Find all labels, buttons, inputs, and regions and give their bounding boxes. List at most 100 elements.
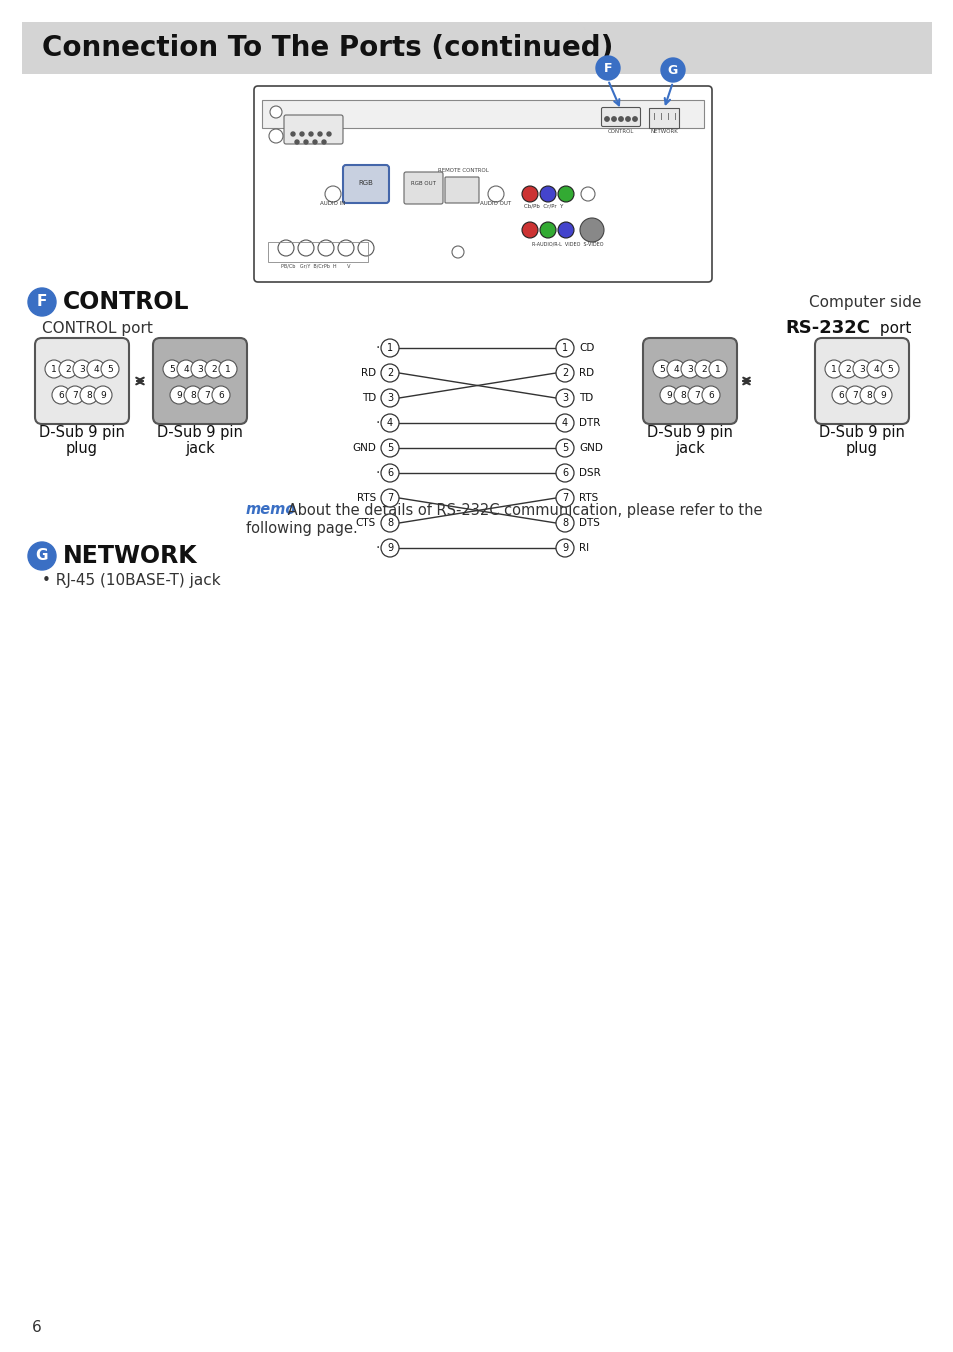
- Circle shape: [838, 360, 856, 379]
- Text: 5: 5: [169, 365, 174, 373]
- Circle shape: [880, 360, 898, 379]
- Circle shape: [558, 187, 574, 201]
- Text: 5: 5: [886, 365, 892, 373]
- Text: 3: 3: [686, 365, 692, 373]
- Text: 4: 4: [387, 418, 393, 429]
- Text: 2: 2: [65, 365, 71, 373]
- Circle shape: [556, 514, 574, 531]
- Circle shape: [873, 387, 891, 404]
- Text: 5: 5: [659, 365, 664, 373]
- Text: 4: 4: [561, 418, 567, 429]
- Text: AUDIO IN: AUDIO IN: [320, 201, 345, 206]
- Text: 9: 9: [880, 391, 885, 399]
- Circle shape: [270, 105, 282, 118]
- Text: port: port: [874, 320, 910, 335]
- Circle shape: [184, 387, 202, 404]
- Circle shape: [831, 387, 849, 404]
- Text: 6: 6: [838, 391, 843, 399]
- Circle shape: [558, 222, 574, 238]
- Circle shape: [673, 387, 691, 404]
- Circle shape: [291, 132, 294, 137]
- Text: 3: 3: [859, 365, 864, 373]
- Circle shape: [163, 360, 181, 379]
- Text: plug: plug: [66, 441, 98, 456]
- Text: 4: 4: [183, 365, 189, 373]
- Text: Connection To The Ports (continued): Connection To The Ports (continued): [42, 34, 613, 62]
- Circle shape: [170, 387, 188, 404]
- Text: ·: ·: [375, 416, 379, 430]
- Circle shape: [309, 132, 313, 137]
- Text: F: F: [37, 295, 47, 310]
- Text: About the details of RS-232C communication, please refer to the: About the details of RS-232C communicati…: [283, 503, 761, 518]
- FancyBboxPatch shape: [403, 172, 442, 204]
- Circle shape: [94, 387, 112, 404]
- Circle shape: [659, 387, 678, 404]
- Circle shape: [28, 288, 56, 316]
- Circle shape: [380, 364, 398, 383]
- Text: 6: 6: [218, 391, 224, 399]
- FancyBboxPatch shape: [22, 22, 931, 74]
- FancyBboxPatch shape: [814, 338, 908, 425]
- FancyBboxPatch shape: [642, 338, 737, 425]
- Text: 1: 1: [387, 343, 393, 353]
- Circle shape: [198, 387, 215, 404]
- Circle shape: [625, 116, 630, 122]
- Text: RGB OUT: RGB OUT: [410, 181, 435, 187]
- Text: 6: 6: [32, 1321, 42, 1336]
- Circle shape: [66, 387, 84, 404]
- Text: 6: 6: [58, 391, 64, 399]
- Text: 8: 8: [679, 391, 685, 399]
- Text: 9: 9: [665, 391, 671, 399]
- FancyBboxPatch shape: [343, 165, 389, 203]
- Circle shape: [87, 360, 105, 379]
- Circle shape: [556, 364, 574, 383]
- Text: 1: 1: [51, 365, 57, 373]
- Text: 7: 7: [387, 493, 393, 503]
- Text: ·: ·: [375, 541, 379, 556]
- Text: 3: 3: [561, 393, 567, 403]
- Text: ·: ·: [375, 341, 379, 356]
- Text: 7: 7: [851, 391, 857, 399]
- Text: REMOTE CONTROL: REMOTE CONTROL: [437, 168, 488, 173]
- Text: 1: 1: [715, 365, 720, 373]
- Text: CONTROL port: CONTROL port: [42, 320, 152, 335]
- Text: 5: 5: [387, 443, 393, 453]
- Text: NETWORK: NETWORK: [63, 544, 197, 568]
- Circle shape: [212, 387, 230, 404]
- Circle shape: [695, 360, 712, 379]
- Text: D-Sub 9 pin: D-Sub 9 pin: [39, 426, 125, 441]
- Text: CONTROL: CONTROL: [607, 128, 634, 134]
- Circle shape: [101, 360, 119, 379]
- Text: RTS: RTS: [356, 493, 375, 503]
- Text: G: G: [667, 64, 678, 77]
- Text: 3: 3: [387, 393, 393, 403]
- Circle shape: [337, 241, 354, 256]
- Text: 7: 7: [561, 493, 568, 503]
- Text: ·: ·: [375, 466, 379, 480]
- Text: • RJ-45 (10BASE-T) jack: • RJ-45 (10BASE-T) jack: [42, 573, 220, 588]
- Text: 8: 8: [865, 391, 871, 399]
- Circle shape: [380, 514, 398, 531]
- Circle shape: [652, 360, 670, 379]
- Circle shape: [618, 116, 622, 122]
- Text: 9: 9: [176, 391, 182, 399]
- Circle shape: [357, 241, 374, 256]
- Circle shape: [380, 439, 398, 457]
- FancyBboxPatch shape: [601, 108, 639, 127]
- Text: 2: 2: [844, 365, 850, 373]
- Text: following page.: following page.: [246, 521, 357, 535]
- Text: R-AUDIO/R-L  VIDEO  S-VIDEO: R-AUDIO/R-L VIDEO S-VIDEO: [532, 242, 603, 247]
- Circle shape: [660, 58, 684, 82]
- Circle shape: [73, 360, 91, 379]
- Circle shape: [52, 387, 70, 404]
- Circle shape: [177, 360, 194, 379]
- Text: 8: 8: [387, 518, 393, 529]
- Circle shape: [866, 360, 884, 379]
- Text: G: G: [35, 549, 49, 564]
- Circle shape: [539, 187, 556, 201]
- Text: 4: 4: [872, 365, 878, 373]
- Circle shape: [556, 439, 574, 457]
- Text: RD: RD: [360, 368, 375, 379]
- Text: Computer side: Computer side: [809, 295, 921, 310]
- Circle shape: [596, 55, 619, 80]
